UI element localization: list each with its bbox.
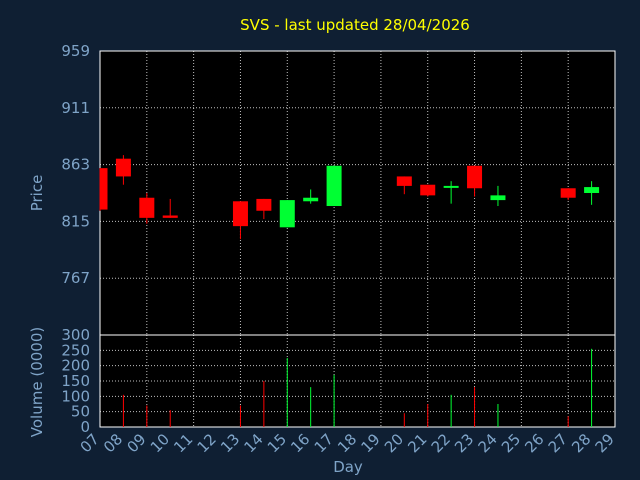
price-tick-label: 815 (61, 212, 90, 230)
price-axis-label: Price (28, 175, 46, 212)
x-tick-label: 21 (404, 430, 430, 456)
candle-body (232, 201, 248, 227)
x-tick-label: 20 (381, 430, 407, 456)
volume-tick-label: 0 (80, 418, 90, 436)
price-tick-label: 767 (61, 269, 90, 287)
volume-tick-label: 100 (61, 387, 90, 405)
x-tick-label: 11 (170, 430, 196, 456)
x-tick-label: 23 (451, 430, 477, 456)
candle-body (162, 215, 178, 218)
candle-body (326, 165, 342, 207)
price-tick-label: 959 (61, 42, 90, 60)
candle-body (279, 200, 295, 228)
x-tick-label: 18 (334, 430, 360, 456)
candle-body (100, 168, 108, 210)
volume-panel (99, 334, 616, 428)
x-tick-label: 17 (311, 430, 337, 456)
volume-tick-label: 50 (71, 403, 90, 421)
volume-tick-label: 200 (61, 357, 90, 375)
candle-body (490, 195, 506, 201)
x-tick-label: 29 (592, 430, 618, 456)
x-tick-label: 14 (240, 430, 266, 456)
volume-tick-label: 150 (61, 372, 90, 390)
candle-body (443, 185, 459, 188)
chart-title: SVS - last updated 28/04/2026 (240, 16, 470, 34)
candle-body (560, 188, 576, 198)
x-tick-label: 12 (194, 430, 220, 456)
volume-axis-label: Volume (0000) (28, 327, 46, 437)
x-tick-label: 27 (545, 430, 571, 456)
x-tick-label: 10 (147, 430, 173, 456)
volume-bars (122, 348, 593, 427)
candle-body (396, 176, 412, 186)
candle-body (139, 197, 155, 218)
x-axis-ticks: 0708091011121314151617181920212223242526… (77, 430, 618, 456)
x-tick-label: 25 (498, 430, 524, 456)
x-tick-label: 22 (428, 430, 454, 456)
x-tick-label: 15 (264, 430, 290, 456)
x-tick-label: 28 (568, 430, 594, 456)
candle-body (467, 165, 483, 189)
volume-tick-label: 300 (61, 326, 90, 344)
volume-tick-label: 250 (61, 341, 90, 359)
x-tick-label: 16 (287, 430, 313, 456)
candle-body (115, 158, 131, 177)
x-tick-label: 13 (217, 430, 243, 456)
candle-body (256, 198, 272, 211)
price-tick-label: 911 (61, 99, 90, 117)
x-tick-label: 08 (100, 430, 126, 456)
candle-body (584, 187, 600, 193)
price-tick-label: 863 (61, 156, 90, 174)
price-candles (99, 155, 600, 240)
candle-body (420, 184, 436, 196)
x-tick-label: 26 (521, 430, 547, 456)
x-tick-label: 19 (358, 430, 384, 456)
candle-body (303, 197, 319, 202)
x-tick-label: 09 (123, 430, 149, 456)
price-panel (99, 50, 616, 336)
x-axis-label: Day (333, 458, 363, 476)
x-tick-label: 24 (475, 430, 501, 456)
